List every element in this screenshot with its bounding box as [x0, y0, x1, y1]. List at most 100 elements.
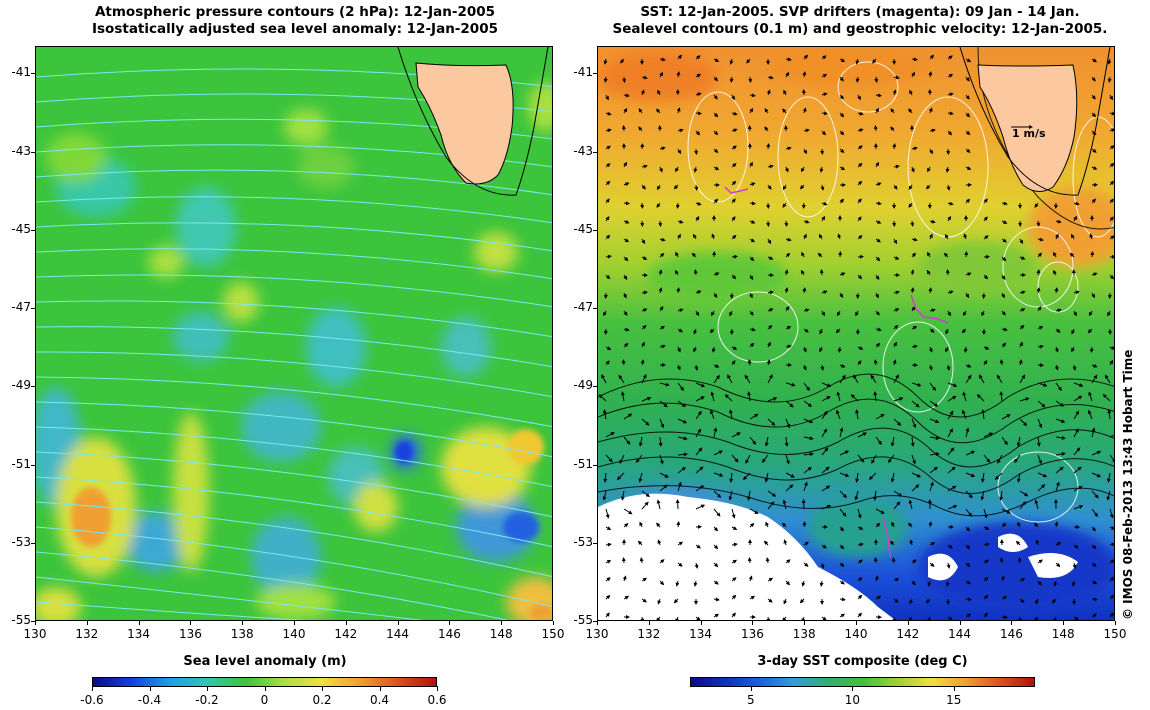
velocity-arrow — [947, 466, 956, 474]
velocity-arrow — [857, 454, 865, 463]
sst-map[interactable]: 1 m/s — [597, 46, 1115, 621]
velocity-arrow — [947, 55, 953, 60]
velocity-arrow — [747, 359, 752, 366]
velocity-arrow — [1091, 94, 1096, 100]
velocity-arrow — [945, 580, 950, 587]
velocity-arrow — [965, 112, 971, 118]
velocity-arrow — [695, 92, 702, 97]
velocity-arrow — [657, 539, 662, 546]
velocity-arrow — [659, 580, 665, 586]
velocity-arrow — [605, 542, 612, 547]
left-colorbar-tick-label: 0.6 — [427, 693, 447, 707]
velocity-arrow — [839, 198, 845, 204]
velocity-arrow — [1019, 418, 1028, 427]
velocity-arrow — [983, 198, 988, 204]
velocity-arrow — [929, 436, 940, 441]
velocity-arrow — [731, 612, 736, 618]
velocity-arrow — [767, 418, 776, 426]
velocity-arrow — [872, 58, 877, 64]
velocity-arrow — [713, 166, 720, 171]
velocity-arrow — [695, 428, 702, 438]
velocity-arrow — [656, 616, 661, 620]
velocity-arrow — [1019, 397, 1030, 402]
velocity-arrow — [873, 125, 878, 132]
velocity-arrow — [857, 198, 862, 204]
velocity-arrow — [908, 616, 913, 620]
right-lon-tick-mark — [752, 621, 754, 625]
velocity-arrow — [1109, 145, 1114, 150]
velocity-arrow — [821, 396, 831, 402]
velocity-arrow — [1107, 310, 1111, 317]
velocity-arrow — [785, 559, 791, 564]
velocity-arrow — [1091, 526, 1096, 532]
velocity-arrow — [785, 146, 792, 151]
velocity-arrow — [656, 108, 661, 114]
velocity-arrow — [983, 594, 989, 600]
velocity-arrow — [782, 522, 787, 528]
velocity-arrow — [981, 310, 985, 317]
velocity-arrow — [767, 577, 774, 582]
right-lon-tick-label: 150 — [1103, 627, 1127, 641]
velocity-arrow — [749, 413, 759, 420]
left-colorbar-tick-mark — [379, 686, 381, 691]
velocity-arrow — [784, 220, 789, 227]
velocity-arrow — [839, 292, 844, 299]
left-lon-tick-label: 130 — [23, 627, 47, 641]
velocity-arrow — [929, 328, 935, 333]
velocity-arrow — [1091, 472, 1102, 478]
velocity-arrow — [713, 597, 720, 602]
right-lon-tick-mark — [804, 621, 806, 625]
velocity-arrow — [875, 414, 885, 420]
velocity-arrow — [1053, 580, 1058, 587]
velocity-arrow — [785, 344, 792, 349]
velocity-arrow — [892, 359, 897, 366]
velocity-arrow — [893, 290, 900, 295]
velocity-arrow — [695, 201, 702, 206]
velocity-arrow — [821, 215, 826, 222]
velocity-arrow — [965, 526, 971, 532]
velocity-arrow — [731, 274, 737, 280]
sea-level-anomaly-map[interactable] — [35, 46, 553, 621]
velocity-arrow — [641, 490, 651, 497]
velocity-arrow — [761, 454, 769, 463]
velocity-arrow — [767, 341, 771, 348]
velocity-arrow — [1070, 233, 1075, 240]
velocity-arrow — [996, 374, 1003, 384]
velocity-arrow — [1036, 220, 1041, 227]
left-colorbar-tick-label: 0 — [260, 693, 269, 707]
velocity-arrow — [749, 522, 755, 528]
velocity-arrow — [677, 233, 681, 240]
velocity-arrow — [1089, 233, 1094, 240]
right-lon-tick-mark — [907, 621, 909, 625]
velocity-arrow — [873, 359, 878, 366]
velocity-arrow — [875, 522, 881, 528]
velocity-arrow — [928, 107, 933, 114]
velocity-arrow — [944, 233, 949, 240]
velocity-arrow — [605, 198, 610, 204]
velocity-arrow — [888, 454, 895, 464]
velocity-arrow — [1055, 308, 1062, 313]
velocity-arrow — [623, 310, 628, 316]
velocity-arrow — [695, 111, 702, 116]
velocity-arrow — [1107, 76, 1112, 83]
velocity-arrow — [605, 526, 612, 531]
velocity-arrow — [911, 559, 917, 564]
velocity-arrow — [731, 254, 738, 259]
velocity-arrow — [1107, 58, 1112, 65]
left-colorbar-tick-mark — [92, 686, 93, 691]
velocity-arrow — [803, 233, 807, 240]
velocity-arrow — [1055, 542, 1062, 546]
velocity-arrow — [1019, 256, 1026, 260]
velocity-arrow — [1037, 382, 1048, 387]
velocity-arrow — [819, 580, 824, 587]
velocity-arrow — [749, 201, 756, 206]
velocity-arrow — [893, 418, 902, 426]
velocity-arrow — [749, 93, 756, 98]
velocity-arrow — [677, 54, 683, 60]
velocity-arrow — [713, 148, 719, 154]
velocity-arrow — [928, 287, 933, 294]
velocity-arrow — [641, 238, 646, 245]
velocity-arrow — [802, 521, 807, 528]
velocity-arrow — [875, 220, 882, 224]
velocity-arrow — [980, 490, 985, 501]
